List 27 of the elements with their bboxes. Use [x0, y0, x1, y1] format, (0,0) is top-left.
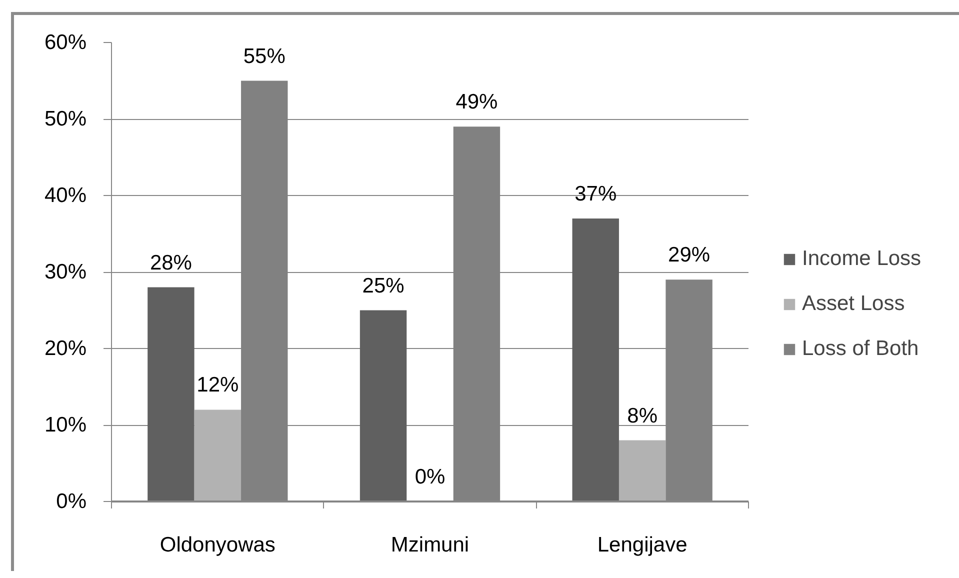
data-label: 12% — [196, 374, 239, 397]
y-tick-label: 60% — [44, 31, 86, 54]
bar — [194, 410, 242, 502]
y-tick-label: 50% — [44, 108, 86, 130]
data-label: 29% — [668, 244, 710, 267]
x-tick-label: Mzimuni — [390, 534, 470, 556]
data-label: 49% — [456, 90, 498, 114]
data-label: 25% — [362, 274, 404, 298]
data-label: 28% — [150, 251, 192, 274]
data-label: 55% — [243, 44, 286, 68]
legend-label: Loss of Both — [802, 337, 919, 361]
data-label: 8% — [627, 404, 658, 428]
data-label: 37% — [574, 182, 617, 206]
y-tick-label: 30% — [44, 260, 86, 284]
bar — [618, 440, 666, 502]
bar — [572, 218, 619, 502]
bar — [148, 287, 194, 502]
y-tick-label: 10% — [44, 414, 86, 436]
legend-label: Asset Loss — [802, 292, 905, 316]
bar — [360, 310, 407, 502]
x-tick-label: Oldonyowas — [160, 534, 276, 556]
legend-label: Income Loss — [802, 247, 922, 271]
x-tick-label: Lengijave — [597, 534, 688, 556]
data-label: 0% — [414, 466, 446, 488]
y-tick-label: 40% — [44, 184, 86, 207]
y-tick-label: 0% — [56, 490, 87, 513]
y-tick-label: 20% — [44, 337, 86, 360]
